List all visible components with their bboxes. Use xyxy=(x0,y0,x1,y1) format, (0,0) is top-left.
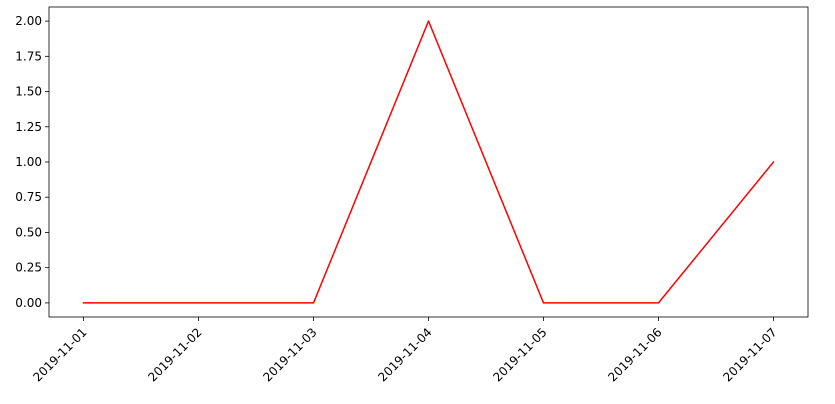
plot-frame xyxy=(48,6,809,318)
y-tick-label: 1.50 xyxy=(15,85,42,99)
x-tick-label: 2019-11-02 xyxy=(145,325,204,384)
y-tick-label: 1.00 xyxy=(15,155,42,169)
y-tick-label: 0.75 xyxy=(15,190,42,204)
series-layer xyxy=(82,20,775,304)
y-tick-label: 1.25 xyxy=(15,120,42,134)
y-tick-label: 1.75 xyxy=(15,49,42,63)
y-tick-label: 0.25 xyxy=(15,261,42,275)
x-tick-label: 2019-11-01 xyxy=(30,325,89,384)
x-tick-label: 2019-11-04 xyxy=(375,325,434,384)
x-tick-label: 2019-11-06 xyxy=(605,325,664,384)
y-axis: 0.00 0.25 0.50 0.75 1.00 1.25 1.50 1.75 2.00 xyxy=(15,14,49,310)
x-tick-label: 2019-11-05 xyxy=(490,325,549,384)
x-tick-label: 2019-11-07 xyxy=(720,325,779,384)
y-tick-label: 0.50 xyxy=(15,225,42,239)
y-tick-label: 0.00 xyxy=(15,296,42,310)
x-axis: 2019-11-01 2019-11-02 2019-11-03 2019-11-04… xyxy=(30,317,780,384)
x-tick-label: 2019-11-03 xyxy=(260,325,319,384)
series-line xyxy=(82,20,775,304)
y-tick-label: 2.00 xyxy=(15,14,42,28)
plot-area xyxy=(48,6,809,318)
